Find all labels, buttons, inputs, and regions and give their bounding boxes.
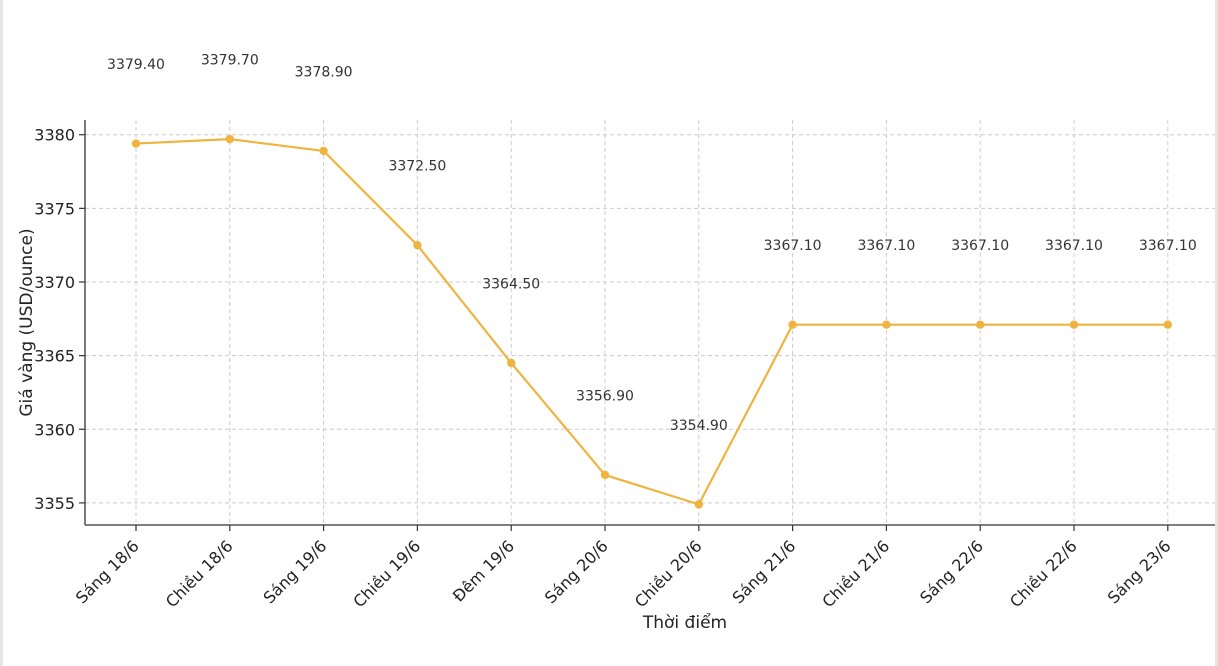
data-point xyxy=(131,139,141,148)
y-tick-label: 3375 xyxy=(34,199,75,218)
series-line xyxy=(135,138,1168,506)
data-point xyxy=(600,470,610,480)
data-point xyxy=(1163,320,1173,329)
data-label: 3367.10 xyxy=(1045,238,1103,254)
data-label: 3379.70 xyxy=(201,53,259,69)
x-axis-ticks: Sáng 18/6 Chiều 18/6 Sáng 19/6 Chiều 19/6 Đê… xyxy=(72,525,1175,611)
data-label: 3367.10 xyxy=(857,238,915,254)
data-label: 3367.10 xyxy=(951,238,1009,254)
y-axis-ticks: 3355 3360 3365 3370 3375 3380 xyxy=(34,126,85,513)
data-label: 3379.40 xyxy=(107,57,165,73)
data-point xyxy=(788,320,797,329)
x-tick-label: Chiều 21/6 xyxy=(818,536,893,611)
data-labels: 3379.40 3379.70 3378.90 3372.50 3364.50 3356.… xyxy=(107,53,1197,434)
x-tick-label: Sáng 20/6 xyxy=(541,536,612,607)
y-tick-label: 3360 xyxy=(34,420,75,439)
data-point xyxy=(976,320,985,329)
data-point xyxy=(413,240,422,250)
y-axis-label: Giá vàng (USD/ounce) xyxy=(17,228,37,416)
data-point xyxy=(1069,320,1079,329)
data-point xyxy=(225,134,234,144)
x-tick-label: Chiều 18/6 xyxy=(162,536,237,611)
y-tick-label: 3370 xyxy=(34,273,75,292)
x-tick-label: Sáng 18/6 xyxy=(72,536,143,607)
y-tick-label: 3365 xyxy=(34,347,75,366)
data-point xyxy=(507,358,516,368)
data-label: 3372.50 xyxy=(388,159,446,175)
x-tick-label: Chiều 20/6 xyxy=(631,536,706,611)
x-tick-label: Sáng 21/6 xyxy=(729,536,800,607)
frame-right-border xyxy=(1215,0,1218,666)
data-label: 3364.50 xyxy=(482,276,540,292)
data-point xyxy=(882,320,891,329)
data-label: 3356.90 xyxy=(576,388,634,404)
x-axis-label: Thời điểm xyxy=(642,612,727,633)
data-point xyxy=(694,500,703,509)
x-tick-label: Chiều 19/6 xyxy=(349,536,424,611)
y-tick-label: 3380 xyxy=(34,126,75,145)
series-gold-price xyxy=(131,134,1173,509)
data-label: 3367.10 xyxy=(1139,238,1197,254)
x-tick-label: Sáng 22/6 xyxy=(916,536,987,607)
data-label: 3354.90 xyxy=(670,418,728,434)
x-tick-label: Sáng 23/6 xyxy=(1104,536,1175,607)
grid-lines xyxy=(85,120,1215,525)
frame-left-border xyxy=(0,0,3,666)
x-tick-label: Sáng 19/6 xyxy=(260,536,331,607)
x-tick-label: Đêm 19/6 xyxy=(449,536,518,605)
data-label: 3378.90 xyxy=(295,64,353,80)
y-tick-label: 3355 xyxy=(34,494,75,513)
data-point xyxy=(319,146,328,156)
x-tick-label: Chiều 22/6 xyxy=(1006,536,1081,611)
data-label: 3367.10 xyxy=(764,238,822,254)
axes xyxy=(84,120,1215,526)
